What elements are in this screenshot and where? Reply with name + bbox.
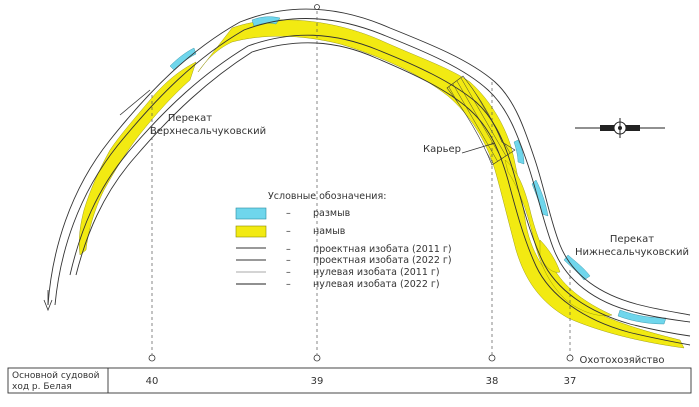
legend-dash: – [286,244,291,255]
erosion-areas [169,16,667,325]
erosion-area-3 [513,139,525,165]
legend-swatch-deposition [235,225,267,238]
km-table-row-label-line2: ход р. Белая [12,382,72,392]
legend-label-erosion: размыв [313,208,351,219]
rift-upper-label-line1: Перекат [168,113,212,124]
flow-arrow-head [43,299,53,312]
isobath-inner-2 [75,42,691,346]
legend-label-deposition: намыв [313,226,346,237]
legend-label-zero-2022: нулевая изобата (2022 г) [313,279,440,290]
deposition-area-main [197,19,685,349]
km-marker-icon [148,354,156,362]
legend-dash: – [286,226,291,237]
isobath-outer-1 [47,8,691,316]
legend-dash: – [286,208,291,219]
km-table-frame [7,367,692,394]
km-marker-icon [566,354,574,362]
erosion-area-1 [251,16,281,27]
km-marker-icon [313,354,321,362]
legend-dash: – [286,279,291,290]
legend-dash: – [286,267,291,278]
deposition-area-left-bank [79,61,197,256]
quarry-leader-line [461,142,496,154]
km-marker-icon [488,354,496,362]
legend-label-project-2011: проектная изобата (2011 г) [313,244,452,255]
km-label-39: 39 [311,376,324,387]
rift-upper-label-line2: Верхнесальчуковский [150,126,266,137]
isobath-lines [47,8,691,346]
compass-icon [575,118,665,138]
legend: Условные обозначения: – размыв – намыв –… [235,191,452,290]
rift-lower-label-line1: Перекат [610,234,654,245]
erosion-area-5 [563,254,591,281]
km-label-37: 37 [564,376,577,387]
isobath-outer-2 [54,18,691,323]
km-marker-icon [314,4,320,10]
legend-label-project-2022: проектная изобата (2022 г) [313,255,452,266]
settlement-label: Охотохозяйство [579,355,664,366]
quarry-label: Карьер [423,144,461,155]
erosion-area-6 [617,309,667,325]
km-label-38: 38 [486,376,499,387]
deposition-areas [79,19,685,349]
quarry-area [446,75,516,166]
km-table: Основной судовой ход р. Белая 40 39 38 3… [7,367,692,394]
rift-lower-label-line2: Нижнесальчуковский [575,247,689,258]
km-marker-symbols [148,4,574,362]
km-guide-lines [151,5,571,355]
legend-label-zero-2011: нулевая изобата (2011 г) [313,267,440,278]
legend-swatch-erosion [235,207,267,220]
legend-title: Условные обозначения: [268,191,386,202]
km-table-row-label-line1: Основной судовой [12,371,100,381]
km-label-40: 40 [146,376,159,387]
legend-dash: – [286,255,291,266]
left-edge-line [119,89,151,116]
